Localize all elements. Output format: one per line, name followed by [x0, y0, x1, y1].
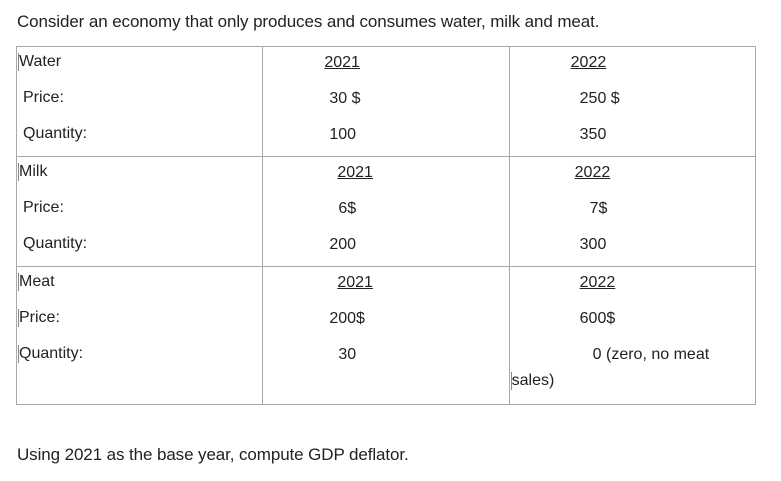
meat-2022-cell: 2022 600$ 0 (zero, no meat sales)	[508, 266, 757, 405]
meat-price-2021: 200$	[329, 310, 365, 327]
intro-text: Consider an economy that only produces a…	[17, 12, 600, 31]
milk-price-label: Price:	[23, 199, 64, 216]
water-price-label: Price:	[23, 89, 64, 106]
table-row-milk: Milk Price: Quantity: 2021 6$ 200 2022 7…	[15, 156, 757, 267]
milk-label-cell: Milk Price: Quantity:	[15, 156, 264, 267]
milk-2022-cell: 2022 7$ 300	[508, 156, 757, 267]
meat-price-2022: 600$	[579, 310, 616, 327]
milk-2021-cell: 2021 6$ 200	[262, 156, 510, 267]
water-quantity-label: Quantity:	[23, 125, 88, 142]
milk-quantity-label: Quantity:	[23, 235, 88, 252]
meat-2021-cell: 2021 200$ 30	[262, 266, 510, 405]
milk-quantity-2022: 300	[579, 236, 607, 253]
meat-year-2021: 2021	[337, 274, 373, 291]
water-2022-cell: 2022 250 $ 350	[508, 46, 757, 157]
product-data-table: Water Price: Quantity: 2021 30 $ 100 202…	[15, 46, 757, 405]
milk-heading: Milk	[18, 163, 48, 181]
water-label-cell: Water Price: Quantity:	[15, 46, 264, 157]
meat-label-cell: Meat Price: Quantity:	[15, 266, 264, 405]
meat-quantity-2021: 30	[338, 346, 357, 363]
water-price-2021: 30 $	[329, 90, 361, 107]
meat-price-label: Price:	[18, 309, 60, 327]
milk-year-2021: 2021	[337, 164, 373, 181]
table-row-meat: Meat Price: Quantity: 2021 200$ 30 2022 …	[15, 266, 757, 405]
water-price-2022: 250 $	[579, 90, 620, 107]
meat-quantity-2022: 0 (zero, no meat	[592, 346, 710, 363]
meat-quantity-label: Quantity:	[18, 345, 84, 363]
water-year-2021: 2021	[324, 54, 360, 71]
water-quantity-2022: 350	[579, 126, 607, 143]
meat-year-2022: 2022	[579, 274, 616, 291]
water-heading: Water	[18, 53, 62, 71]
water-year-2022: 2022	[570, 54, 607, 71]
table-row-water: Water Price: Quantity: 2021 30 $ 100 202…	[15, 46, 757, 157]
question-text: Using 2021 as the base year, compute GDP…	[17, 445, 409, 464]
milk-price-2021: 6$	[338, 200, 357, 217]
water-2021-cell: 2021 30 $ 100	[262, 46, 510, 157]
water-quantity-2021: 100	[329, 126, 357, 143]
milk-quantity-2021: 200	[329, 236, 357, 253]
meat-quantity-2022-continued: sales)	[510, 372, 555, 390]
milk-price-2022: 7$	[589, 200, 608, 217]
meat-heading: Meat	[18, 273, 55, 291]
milk-year-2022: 2022	[574, 164, 611, 181]
